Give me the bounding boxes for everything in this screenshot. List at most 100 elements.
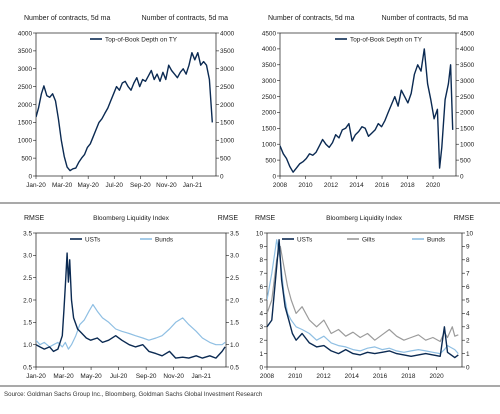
x-tick-label: Mar-20 <box>52 182 73 189</box>
y-tick-label-right: 1000 <box>220 138 235 145</box>
y-tick-label-right: 2500 <box>460 94 475 101</box>
panel-title: Bloomberg Liquidity Index <box>93 215 170 222</box>
y-tick-label-left: 1500 <box>262 126 277 133</box>
plot-frame <box>279 32 457 177</box>
y-tick-label-right: 3000 <box>460 78 475 85</box>
chart-panel-3: RMSE RMSE Bloomberg Liquidity Index 0.5 0.5 1… <box>23 215 239 380</box>
x-tick-label: Nov-20 <box>163 373 184 380</box>
left-axis-title: RMSE <box>255 215 276 222</box>
y-tick-label-left: 2000 <box>262 110 277 117</box>
left-axis-title: Number of contracts, 5d ma <box>24 15 110 22</box>
plot-frame <box>35 32 217 177</box>
y-tick-label-left: 3000 <box>262 78 277 85</box>
y-tick-label-left: 2 <box>259 338 263 345</box>
x-tick-label: 2012 <box>316 373 331 380</box>
y-tick-label-right: 8 <box>466 257 470 264</box>
series-line-usts <box>267 238 459 359</box>
left-axis-title: RMSE <box>24 215 45 222</box>
y-tick-label-left: 9 <box>259 244 263 251</box>
chart-panel-4: RMSE RMSE Bloomberg Liquidity Index 0 0 1 1 2 2 3… <box>255 215 474 380</box>
y-tick-label-left: 4000 <box>18 30 33 37</box>
x-tick-label: Jul-20 <box>106 182 124 189</box>
y-tick-label-left: 1000 <box>262 142 277 149</box>
series-line-gilts <box>267 245 459 343</box>
y-tick-label-right: 3500 <box>220 48 235 55</box>
y-tick-label-right: 0 <box>460 173 464 180</box>
legend-label: Top-of-Book Depth on TY <box>350 36 423 43</box>
y-tick-label-left: 3500 <box>18 48 33 55</box>
y-tick-label-right: 1500 <box>460 126 475 133</box>
y-tick-label-right: 1000 <box>460 142 475 149</box>
legend-label: Bunds <box>427 236 445 243</box>
panel-title: Bloomberg Liquidity Index <box>326 215 403 222</box>
x-tick-label: Mar-20 <box>53 373 74 380</box>
y-tick-label-left: 0 <box>28 173 32 180</box>
y-tick-label-right: 5 <box>466 297 470 304</box>
y-tick-label-left: 3000 <box>18 66 33 73</box>
x-tick-label: 2018 <box>400 182 415 189</box>
legend-label: Bunds <box>155 236 173 243</box>
x-tick-label: 2010 <box>288 373 303 380</box>
y-tick-label-left: 1.5 <box>23 320 32 327</box>
y-tick-label-right: 0 <box>220 173 224 180</box>
y-tick-label-right: 1.0 <box>230 342 239 349</box>
x-tick-label: Jan-21 <box>191 373 211 380</box>
y-tick-label-left: 2500 <box>262 94 277 101</box>
y-tick-label-right: 3.0 <box>230 253 239 260</box>
y-tick-label-left: 4 <box>259 311 263 318</box>
y-tick-label-left: 3.0 <box>23 253 32 260</box>
right-axis-title: Number of contracts, 5d ma <box>142 15 228 22</box>
x-tick-label: Sep-20 <box>130 182 151 189</box>
x-tick-label: Jul-20 <box>110 373 128 380</box>
y-tick-label-right: 0 <box>466 364 470 371</box>
y-tick-label-right: 0.5 <box>230 364 239 371</box>
y-tick-label-left: 8 <box>259 257 263 264</box>
legend-label: Gilts <box>362 236 375 243</box>
chart-panel-2: Number of contracts, 5d ma Number of cont… <box>262 15 475 189</box>
x-tick-label: 2014 <box>345 373 360 380</box>
y-tick-label-left: 500 <box>265 157 276 164</box>
y-tick-label-right: 4500 <box>460 30 475 37</box>
series-line-top-of-book-depth-on-ty <box>280 48 454 173</box>
y-tick-label-right: 2.5 <box>230 275 239 282</box>
y-tick-label-left: 7 <box>259 271 263 278</box>
y-tick-label-left: 4000 <box>262 46 277 53</box>
y-tick-label-right: 7 <box>466 271 470 278</box>
y-tick-label-left: 1.0 <box>23 342 32 349</box>
x-tick-label: 2018 <box>401 373 416 380</box>
y-tick-label-right: 1 <box>466 351 470 358</box>
y-tick-label-right: 3 <box>466 324 470 331</box>
x-tick-label: Sep-20 <box>136 373 157 380</box>
y-tick-label-right: 500 <box>220 155 231 162</box>
x-tick-label: May-20 <box>80 373 102 380</box>
y-tick-label-right: 6 <box>466 284 470 291</box>
series-line-bunds <box>36 303 226 350</box>
y-tick-label-right: 500 <box>460 157 471 164</box>
series-line-bunds <box>267 239 459 355</box>
y-tick-label-left: 1 <box>259 351 263 358</box>
x-tick-label: 2020 <box>426 182 441 189</box>
x-tick-label: Jan-21 <box>183 182 203 189</box>
left-axis-title: Number of contracts, 5d ma <box>268 15 354 22</box>
y-tick-label-right: 4000 <box>460 46 475 53</box>
y-tick-label-right: 2.0 <box>230 297 239 304</box>
y-tick-label-left: 0 <box>272 173 276 180</box>
series-line-usts <box>36 252 226 359</box>
x-tick-label: 2010 <box>298 182 313 189</box>
y-tick-label-left: 0 <box>259 364 263 371</box>
y-tick-label-right: 4000 <box>220 30 235 37</box>
y-tick-label-left: 2500 <box>18 84 33 91</box>
y-tick-label-right: 3.5 <box>230 230 239 237</box>
y-tick-label-left: 6 <box>259 284 263 291</box>
y-tick-label-right: 3500 <box>460 62 475 69</box>
y-tick-label-left: 2000 <box>18 102 33 109</box>
series-line-top-of-book-depth-on-ty <box>36 52 213 172</box>
legend-label: Top-of-Book Depth on TY <box>105 36 178 43</box>
y-tick-label-right: 10 <box>466 230 474 237</box>
y-tick-label-left: 0.5 <box>23 364 32 371</box>
y-tick-label-right: 2500 <box>220 84 235 91</box>
y-tick-label-left: 4500 <box>262 30 277 37</box>
source-note: Source: Goldman Sachs Group Inc., Bloomb… <box>4 391 263 398</box>
